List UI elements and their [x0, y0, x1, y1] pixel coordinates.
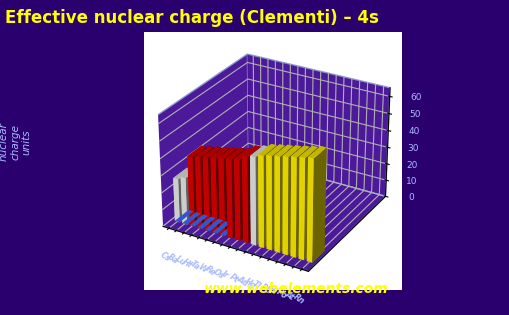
- Text: www.webelements.com: www.webelements.com: [203, 282, 387, 296]
- Text: Effective nuclear charge (Clementi) – 4s: Effective nuclear charge (Clementi) – 4s: [5, 9, 378, 27]
- Text: nuclear
charge
units: nuclear charge units: [0, 122, 32, 161]
